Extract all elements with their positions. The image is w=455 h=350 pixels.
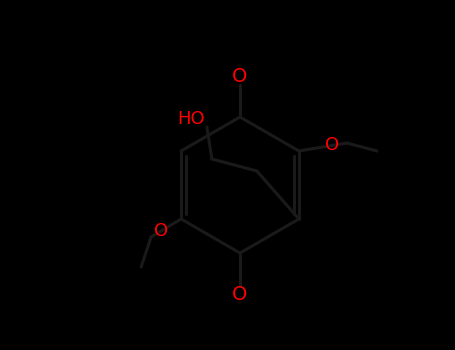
Text: O: O — [233, 286, 248, 304]
Text: HO: HO — [177, 110, 205, 128]
Text: O: O — [325, 136, 339, 154]
Text: O: O — [154, 222, 168, 240]
Text: O: O — [233, 66, 248, 85]
